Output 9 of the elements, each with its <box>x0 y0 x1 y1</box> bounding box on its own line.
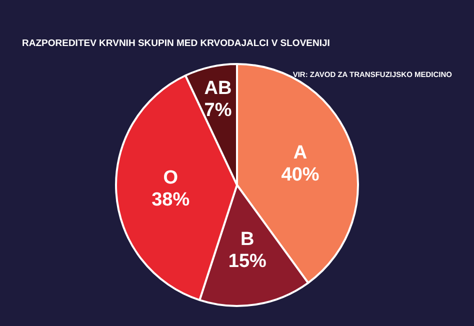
data-label: 7% <box>204 100 232 122</box>
slice-label: AB <box>204 78 232 100</box>
slice-label: B <box>240 228 254 250</box>
slice-label: O <box>163 167 178 188</box>
data-label: 40% <box>281 164 320 186</box>
data-label: 38% <box>152 189 190 210</box>
data-label: 15% <box>228 250 267 272</box>
chart-title: RAZPOREDITEV KRVNIH SKUPIN MED KRVODAJALCI V SLOVENIJI <box>22 38 330 49</box>
slice-label: A <box>293 142 308 164</box>
